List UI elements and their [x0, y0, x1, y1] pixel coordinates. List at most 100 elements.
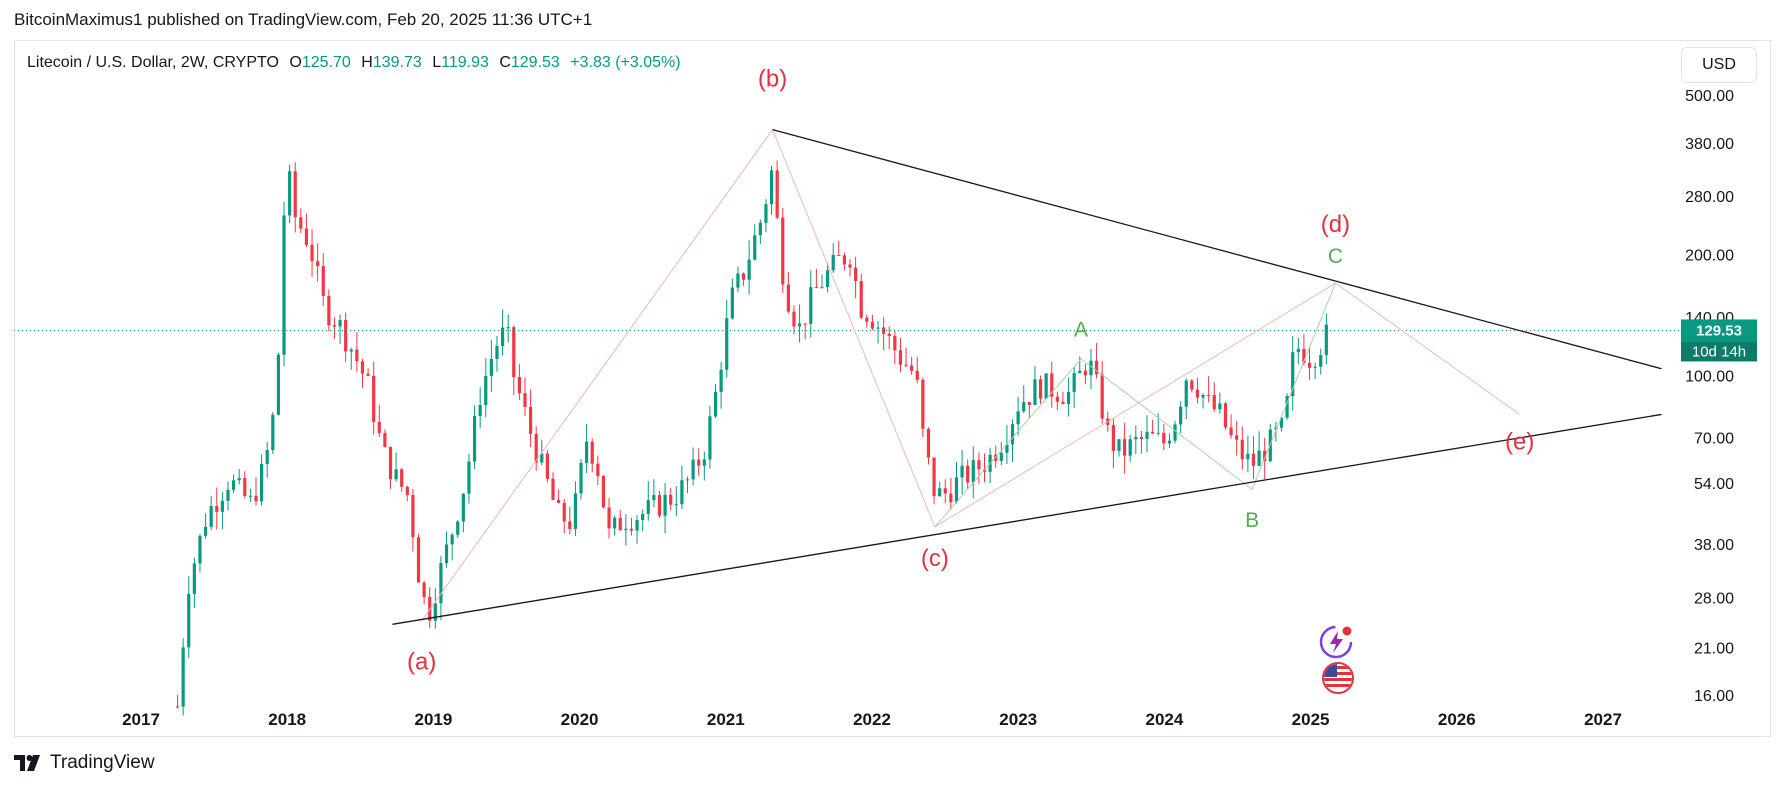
- candle-body: [960, 465, 964, 478]
- candle-body: [736, 273, 740, 288]
- price-tag-countdown: 10d 14h: [1692, 343, 1746, 360]
- close-label: C: [499, 54, 511, 71]
- candle-body: [573, 493, 578, 529]
- lightning-icon[interactable]: [1318, 624, 1354, 660]
- candle-body: [753, 235, 757, 260]
- candle-body: [652, 495, 656, 500]
- candle-body: [820, 287, 824, 289]
- candle-body: [260, 463, 264, 502]
- candle-body: [366, 373, 370, 376]
- candle-body: [231, 480, 236, 490]
- candle-body: [607, 507, 611, 529]
- candle-body: [181, 647, 185, 707]
- candle-body: [276, 354, 281, 415]
- candle-body: [1145, 431, 1149, 439]
- close-value: 129.53: [510, 54, 560, 71]
- candle-body: [545, 453, 550, 479]
- candle-body: [1005, 444, 1009, 453]
- candle-body: [528, 407, 533, 434]
- candle-body: [344, 319, 348, 352]
- candle-body: [898, 350, 903, 365]
- y-tick-label: 100.00: [1685, 369, 1734, 386]
- candle-body: [865, 317, 869, 322]
- candle-body: [1291, 352, 1295, 397]
- candle-body: [332, 325, 337, 327]
- candle-body: [882, 327, 886, 334]
- candle-body: [741, 273, 746, 280]
- wave-label: (b): [758, 65, 787, 92]
- candle-body: [1195, 389, 1200, 398]
- candle-body: [624, 528, 628, 531]
- candle-body: [730, 287, 734, 319]
- candle-body: [725, 318, 729, 370]
- candle-body: [1128, 439, 1132, 456]
- candle-body: [775, 170, 779, 218]
- candle-body: [1050, 373, 1054, 397]
- candle-body: [1184, 380, 1188, 407]
- candle-body: [1257, 450, 1261, 466]
- high-value: 139.73: [372, 54, 422, 71]
- candle-body: [534, 433, 538, 463]
- candle-body: [1078, 370, 1082, 374]
- candle-body: [405, 486, 409, 495]
- candle-body: [310, 244, 314, 262]
- candle-body: [1151, 431, 1155, 434]
- support-trendline[interactable]: [392, 413, 1662, 625]
- candle-body: [433, 603, 437, 621]
- footer-branding[interactable]: TradingView: [14, 752, 155, 774]
- candle-body: [938, 488, 942, 497]
- us-flag-icon[interactable]: [1322, 662, 1354, 694]
- candle-body: [316, 261, 320, 267]
- candle-body: [467, 461, 471, 494]
- candle-body: [797, 323, 802, 327]
- symbol-name: Litecoin / U.S. Dollar, 2W, CRYPTO: [27, 54, 279, 71]
- candle-body: [472, 416, 477, 462]
- candle-body: [1285, 396, 1289, 418]
- candle-body: [1319, 355, 1323, 367]
- candle-body: [422, 582, 426, 597]
- candle-body: [915, 370, 919, 380]
- candle-body: [254, 495, 258, 502]
- candle-body: [618, 517, 622, 531]
- open-label: O: [289, 54, 302, 71]
- currency-button[interactable]: USD: [1681, 47, 1757, 83]
- candle-body: [1207, 394, 1211, 396]
- candle-body: [769, 170, 774, 205]
- candle-body: [1313, 366, 1317, 368]
- open-value: 125.70: [301, 54, 351, 71]
- resistance-trendline[interactable]: [772, 128, 1662, 370]
- candle-body: [657, 495, 662, 516]
- candle-body: [954, 477, 959, 503]
- candle-body: [1072, 373, 1076, 392]
- candle-body: [943, 488, 947, 494]
- candle-body: [1094, 360, 1099, 375]
- candle-body: [949, 493, 953, 503]
- candle-body: [1279, 417, 1284, 428]
- candle-body: [237, 478, 241, 481]
- candle-body: [1022, 402, 1026, 412]
- candles: [175, 160, 1328, 716]
- candle-body: [1229, 427, 1233, 436]
- x-tick-label: 2025: [1292, 710, 1330, 729]
- candle-body: [596, 463, 600, 476]
- candle-body: [1179, 406, 1183, 425]
- candle-body: [377, 421, 381, 433]
- candle-body: [1201, 394, 1205, 398]
- candle-body: [1083, 370, 1087, 376]
- candle-body: [226, 489, 230, 501]
- wave-label: (a): [407, 649, 436, 676]
- low-label: L: [432, 54, 442, 71]
- candle-body: [450, 534, 454, 545]
- candle-body: [1016, 411, 1020, 425]
- candle-body: [999, 452, 1003, 461]
- candle-body: [265, 450, 269, 464]
- candle-body: [1134, 436, 1138, 440]
- y-tick-label: 200.00: [1685, 248, 1734, 265]
- candle-body: [1100, 374, 1104, 419]
- candle-body: [411, 494, 415, 538]
- tradingview-logo-icon: [14, 755, 40, 771]
- candle-body: [921, 379, 925, 429]
- wave-path-green: [934, 282, 1336, 528]
- candle-body: [708, 416, 712, 460]
